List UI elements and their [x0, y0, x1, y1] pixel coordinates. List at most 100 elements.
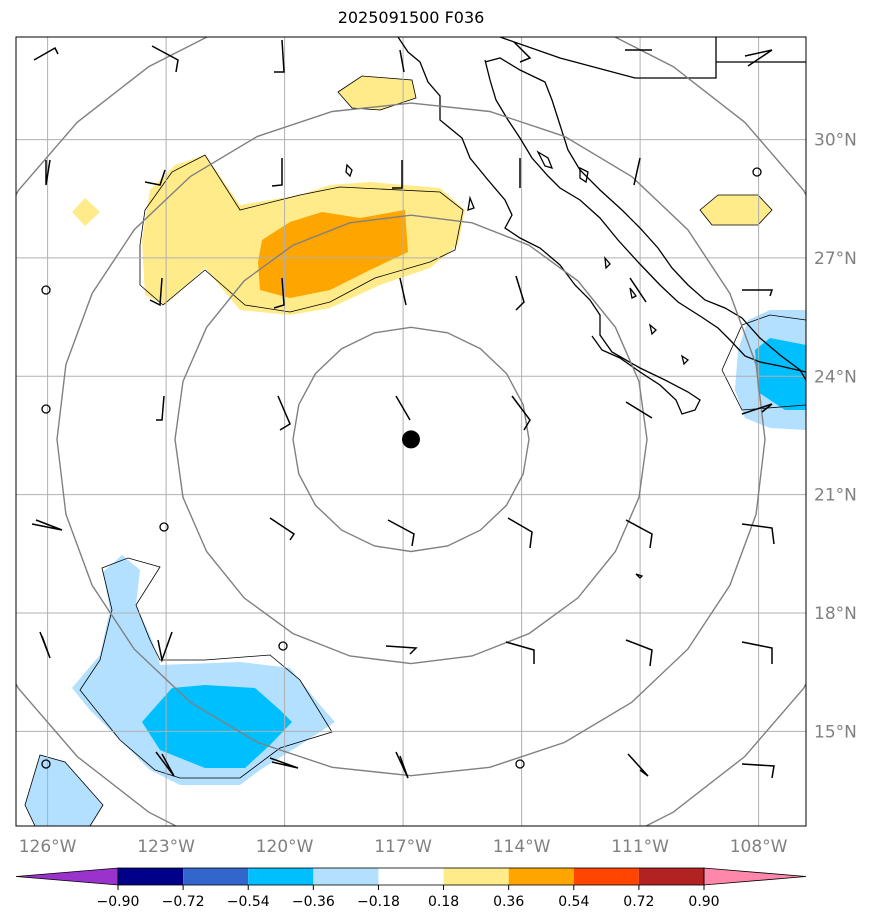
- wind-barb: [505, 641, 535, 664]
- coastline-island-5: [604, 255, 611, 270]
- negative-anomaly-fill-southwest-core: [142, 685, 292, 768]
- wind-barb: [395, 395, 411, 421]
- colorbar-swatch: [638, 868, 704, 885]
- longitude-tick-label: 108°W: [730, 837, 788, 857]
- calm-wind-markers: [41, 167, 762, 769]
- positive-anomaly-blob-north: [337, 75, 417, 111]
- latitude-labels: 30°N 27°N 24°N 21°N 18°N 15°N: [814, 131, 857, 743]
- wind-barb: [625, 519, 653, 549]
- wind-barb: [156, 395, 165, 421]
- coastline-island-1: [536, 150, 554, 169]
- calm-marker: [159, 522, 169, 532]
- longitude-tick-label: 111°W: [611, 837, 669, 857]
- wind-barbs: [31, 39, 775, 779]
- coastline-island-9: [635, 573, 644, 579]
- coastline-island-7: [648, 323, 657, 336]
- border-us-mexico: [499, 37, 717, 79]
- wind-barb: [625, 401, 653, 419]
- wind-barb: [633, 157, 641, 186]
- colorbar-tick-label: 0.90: [688, 894, 719, 910]
- latitude-tick-label: 15°N: [814, 722, 857, 742]
- colorbar: [15, 867, 807, 886]
- longitude-tick-label: 120°W: [256, 837, 314, 857]
- latitude-tick-label: 18°N: [814, 604, 857, 624]
- colorbar-outline: [117, 867, 705, 886]
- wind-barb: [399, 49, 405, 73]
- wind-barb: [157, 631, 173, 663]
- wind-barb: [392, 160, 403, 189]
- wind-barb: [627, 753, 649, 777]
- wind-barb: [742, 289, 774, 297]
- colorbar-tick-label: −0.72: [162, 894, 205, 910]
- wind-barb: [45, 159, 51, 186]
- coastline-baja-gulf: [484, 59, 806, 373]
- wind-barb: [511, 395, 531, 431]
- wind-barb: [741, 403, 773, 415]
- wind-barb: [387, 519, 415, 547]
- coastline-island-2: [579, 166, 589, 184]
- wind-barb: [741, 763, 775, 779]
- wind-barb: [385, 645, 418, 655]
- range-ring: [174, 214, 648, 665]
- map-plot-area: [16, 37, 806, 826]
- latitude-tick-label: 30°N: [814, 131, 857, 151]
- wind-barb: [629, 277, 647, 303]
- negative-anomaly-contour-southwest: [79, 557, 333, 779]
- latitude-tick-label: 21°N: [814, 486, 857, 506]
- calm-marker: [41, 404, 51, 414]
- colorbar-tick-label: −0.54: [227, 894, 270, 910]
- calm-marker: [41, 285, 51, 295]
- wind-barb: [39, 631, 51, 659]
- colorbar-swatch: [573, 868, 639, 885]
- coastline-island-6: [629, 287, 637, 299]
- colorbar-extend-high: [703, 867, 807, 886]
- colorbar-swatch: [248, 868, 314, 885]
- wind-barb: [399, 277, 407, 306]
- storm-center-marker: [402, 430, 420, 449]
- wind-barb: [741, 641, 773, 664]
- coastline-baja-pacific: [397, 37, 701, 415]
- wind-barb: [144, 169, 166, 186]
- colorbar-tick-label: 0.36: [493, 894, 524, 910]
- negative-anomaly-fill-corner: [24, 754, 104, 826]
- wind-barb: [151, 45, 179, 73]
- calm-marker: [41, 759, 51, 769]
- wind-barb: [271, 158, 283, 187]
- colorbar-tick-label: −0.36: [292, 894, 335, 910]
- positive-anomaly-fill-core: [258, 210, 408, 298]
- longitude-tick-label: 114°W: [493, 837, 551, 857]
- longitude-tick-label: 117°W: [374, 837, 432, 857]
- positive-anomaly-contour: [139, 154, 464, 313]
- range-rings: [16, 37, 806, 826]
- negative-anomaly-region: [24, 310, 806, 826]
- coastline-island-4: [467, 195, 475, 211]
- coastline: [345, 37, 806, 579]
- wind-barb: [269, 757, 299, 769]
- colorbar-swatch: [508, 868, 574, 885]
- map-title: 2025091500 F036: [337, 8, 485, 27]
- latitude-tick-label: 24°N: [814, 367, 857, 387]
- positive-anomaly-blob-east: [699, 194, 773, 226]
- wind-barb: [33, 46, 59, 61]
- colorbar-tick-label: −0.90: [97, 894, 140, 910]
- colorbar-tick-label: 0.18: [428, 894, 459, 910]
- range-ring: [292, 326, 530, 553]
- wind-barb: [155, 751, 175, 777]
- colorbar-tick-label: 0.54: [558, 894, 589, 910]
- colorbar-swatch: [183, 868, 249, 885]
- calm-marker: [752, 167, 762, 177]
- wind-barb: [149, 277, 163, 307]
- range-ring: [56, 102, 766, 777]
- wind-barb: [515, 275, 525, 311]
- longitude-tick-label: 123°W: [137, 837, 195, 857]
- longitude-labels: 126°W 123°W 120°W 117°W 114°W 111°W 108°W: [19, 837, 788, 857]
- positive-anomaly-blob-west: [72, 198, 100, 226]
- wind-barb: [507, 517, 533, 549]
- wind-barb: [269, 517, 296, 541]
- wind-barb: [513, 41, 532, 63]
- wind-barb: [277, 395, 291, 431]
- colorbar-tick-label: −0.18: [357, 894, 400, 910]
- latitude-tick-label: 27°N: [814, 249, 857, 269]
- calm-marker: [515, 759, 525, 769]
